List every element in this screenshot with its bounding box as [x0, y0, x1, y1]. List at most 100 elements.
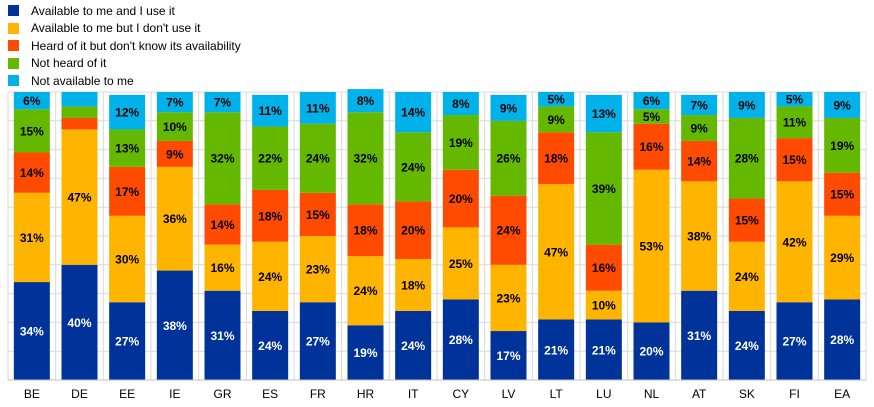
x-tick-label: DE: [71, 387, 88, 401]
data-label: 23%: [306, 263, 330, 277]
data-label: 23%: [496, 291, 520, 305]
legend-item: Not heard of it: [8, 55, 241, 73]
bar-segment: [824, 92, 861, 118]
bar-segment: [728, 117, 765, 199]
x-tick-label: EA: [834, 387, 850, 401]
bar-segment: [204, 244, 241, 291]
data-label: 39%: [592, 182, 616, 196]
x-tick-label: SK: [739, 387, 755, 401]
data-label: 11%: [783, 116, 807, 130]
bar-segment: [252, 189, 289, 242]
data-label: 19%: [449, 136, 473, 150]
bar-segment: [585, 319, 622, 380]
bar-segment: [347, 325, 384, 380]
data-label: 9%: [500, 101, 518, 115]
data-label: 7%: [214, 96, 232, 110]
x-tick-label: AT: [692, 387, 707, 401]
data-label: 47%: [67, 191, 91, 205]
x-tick-label: LU: [596, 387, 611, 401]
data-label: 31%: [210, 329, 234, 343]
x-tick-label: NL: [644, 387, 660, 401]
data-label: 47%: [544, 245, 568, 259]
bar-segment: [442, 92, 479, 116]
bar-segment: [538, 184, 575, 320]
legend-item: Not available to me: [8, 72, 241, 90]
bar-segment: [61, 117, 98, 130]
data-label: 18%: [258, 209, 282, 223]
data-label: 24%: [258, 339, 282, 353]
legend-label: Available to me and I use it: [31, 3, 175, 18]
data-label: 15%: [20, 124, 44, 138]
bar-segment: [61, 92, 98, 107]
bar-segment: [681, 290, 718, 380]
data-label: 13%: [592, 107, 616, 121]
bar-segment: [681, 181, 718, 291]
data-label: 16%: [592, 261, 616, 275]
x-tick-label: IT: [408, 387, 419, 401]
data-label: 15%: [782, 153, 806, 167]
bar-segment: [585, 290, 622, 320]
bar-segment: [585, 94, 622, 133]
data-label: 19%: [830, 139, 854, 153]
data-label: 20%: [449, 192, 473, 206]
data-label: 10%: [163, 120, 187, 134]
data-label: 38%: [163, 319, 187, 333]
data-label: 15%: [306, 208, 330, 222]
data-label: 25%: [449, 257, 473, 271]
data-label: 27%: [782, 335, 806, 349]
bar-segment: [728, 241, 765, 311]
data-label: 18%: [401, 278, 425, 292]
data-label: 18%: [544, 152, 568, 166]
data-label: 28%: [830, 333, 854, 347]
legend-label: Heard of it but don't know its availabil…: [31, 38, 241, 53]
data-label: 18%: [353, 224, 377, 238]
bar-segment: [156, 92, 193, 113]
legend-swatch: [8, 40, 19, 52]
data-label: 5%: [547, 93, 565, 107]
bar-segment: [538, 319, 575, 380]
data-label: 7%: [166, 96, 184, 110]
x-tick-label: FI: [789, 387, 800, 401]
bar-segment: [156, 112, 193, 141]
x-tick-label: CY: [452, 387, 469, 401]
bar-segment: [633, 109, 670, 124]
legend-swatch: [8, 75, 19, 87]
bar-segment: [299, 236, 336, 303]
data-label: 28%: [735, 152, 759, 166]
x-tick-label: GR: [214, 387, 232, 401]
data-label: 27%: [306, 335, 330, 349]
data-label: 11%: [306, 101, 330, 115]
bar-segment: [585, 132, 622, 245]
bar-segment: [538, 92, 575, 107]
bar-segment: [776, 302, 813, 380]
bar-segment: [538, 132, 575, 185]
bar-segment: [299, 92, 336, 124]
bar-segment: [824, 215, 861, 300]
bar-segment: [109, 166, 146, 216]
data-label: 42%: [782, 235, 806, 249]
data-label: 9%: [690, 122, 708, 136]
data-label: 27%: [115, 335, 139, 349]
data-label: 5%: [643, 110, 661, 124]
data-label: 28%: [449, 333, 473, 347]
bar-segment: [299, 123, 336, 193]
data-label: 38%: [687, 230, 711, 244]
legend-label: Available to me but I don't use it: [31, 21, 201, 36]
data-label: 5%: [786, 93, 804, 107]
x-tick-label: ES: [262, 387, 278, 401]
bar-segment: [442, 115, 479, 170]
data-label: 16%: [210, 261, 234, 275]
bar-segment: [13, 152, 50, 193]
bar-segment: [490, 120, 527, 196]
bar-segment: [13, 192, 50, 283]
data-label: 9%: [738, 98, 756, 112]
data-label: 11%: [258, 104, 282, 118]
x-tick-label: HR: [357, 387, 375, 401]
bar-segment: [776, 92, 813, 107]
bar-segment: [538, 106, 575, 133]
bar-segment: [681, 140, 718, 182]
bar-segment: [824, 117, 861, 173]
data-label: 24%: [735, 270, 759, 284]
data-label: 24%: [735, 339, 759, 353]
